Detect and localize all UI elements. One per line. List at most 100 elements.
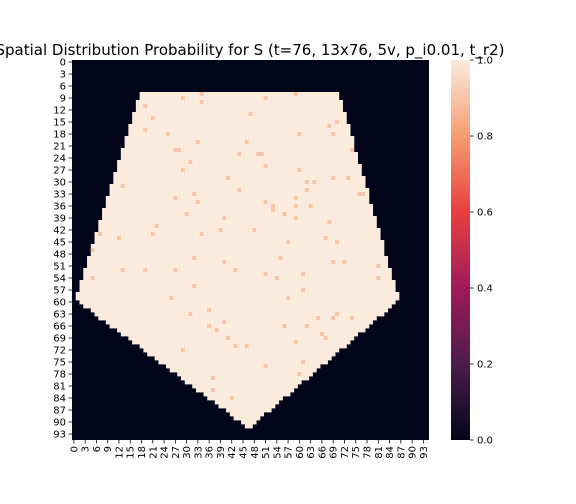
heatmap-cell-speckle bbox=[211, 376, 215, 380]
x-tick-label: 27 bbox=[171, 446, 182, 459]
heatmap-cell-run bbox=[94, 236, 381, 241]
y-tick-label: 87 bbox=[53, 406, 66, 417]
heatmap-cell-run bbox=[135, 104, 343, 109]
heatmap-cell-run bbox=[132, 120, 347, 125]
y-tick-label: 39 bbox=[53, 214, 66, 225]
heatmap-cell-speckle bbox=[335, 120, 339, 124]
y-tick-label: 72 bbox=[53, 346, 66, 357]
heatmap-cell-run bbox=[139, 96, 340, 101]
heatmap-cell-run bbox=[169, 368, 317, 373]
heatmap-cell-speckle bbox=[196, 140, 200, 144]
y-tick-label: 36 bbox=[53, 202, 66, 213]
heatmap-cell-speckle bbox=[304, 324, 309, 328]
heatmap-cell-run bbox=[117, 168, 362, 173]
heatmap-cells bbox=[72, 60, 429, 440]
x-tick-label: 36 bbox=[205, 446, 216, 459]
heatmap-cell-run bbox=[135, 108, 343, 113]
heatmap-cell-run bbox=[98, 224, 377, 229]
heatmap-cell-speckle bbox=[154, 224, 159, 228]
heatmap-cell-speckle bbox=[120, 268, 125, 272]
heatmap-cell-run bbox=[94, 232, 381, 237]
x-tick-label: 9 bbox=[103, 446, 114, 452]
heatmap-cell-run bbox=[184, 380, 302, 385]
y-tick-label: 84 bbox=[53, 394, 66, 405]
y-tick-label: 90 bbox=[53, 418, 66, 429]
x-tick-label: 18 bbox=[137, 446, 148, 459]
heatmap-cell-speckle bbox=[327, 124, 332, 128]
x-tick-label: 0 bbox=[69, 446, 80, 452]
heatmap-cell-speckle bbox=[323, 236, 328, 240]
heatmap-cell-speckle bbox=[361, 192, 366, 196]
heatmap-cell-run bbox=[180, 376, 310, 381]
heatmap-cell-speckle bbox=[293, 92, 298, 96]
y-tick-label: 18 bbox=[53, 130, 66, 141]
heatmap-cell-speckle bbox=[335, 240, 339, 244]
heatmap-cell-speckle bbox=[199, 232, 204, 236]
chart-title: Spatial Distribution Probability for S (… bbox=[0, 41, 504, 60]
heatmap-cell-run bbox=[124, 136, 355, 141]
x-tick-label: 93 bbox=[419, 446, 430, 459]
x-tick-label: 87 bbox=[396, 446, 407, 459]
x-tick-label: 33 bbox=[193, 446, 204, 459]
heatmap-cell-speckle bbox=[237, 152, 242, 156]
heatmap-cell-speckle bbox=[192, 256, 197, 260]
x-tick-label: 69 bbox=[329, 446, 340, 459]
colorbar-tick-label: 0.8 bbox=[477, 132, 493, 143]
heatmap-cell-speckle bbox=[274, 276, 279, 280]
y-tick-label: 69 bbox=[53, 334, 66, 345]
y-tick-label: 0 bbox=[60, 58, 66, 69]
heatmap-cell-run bbox=[83, 268, 392, 273]
heatmap-cell-speckle bbox=[196, 200, 200, 204]
heatmap-cell-speckle bbox=[173, 196, 178, 200]
heatmap-cell-run bbox=[79, 280, 396, 285]
heatmap-cell-run bbox=[105, 200, 370, 205]
x-tick-label: 15 bbox=[126, 446, 137, 459]
heatmap-cell-run bbox=[75, 296, 400, 301]
heatmap-cell-run bbox=[94, 312, 385, 317]
colorbar-axis: 0.0 0.2 0.4 0.6 0.8 1.0 bbox=[470, 56, 493, 447]
heatmap-cell-run bbox=[90, 248, 385, 253]
heatmap-cell-run bbox=[98, 316, 377, 321]
y-tick-label: 51 bbox=[53, 262, 66, 273]
y-tick-label: 9 bbox=[60, 94, 66, 105]
x-tick-label: 72 bbox=[340, 446, 351, 459]
heatmap-cell-speckle bbox=[350, 316, 354, 320]
heatmap-cell-run bbox=[139, 92, 340, 97]
heatmap-cell-run bbox=[87, 256, 389, 261]
heatmap-cell-speckle bbox=[188, 312, 193, 316]
heatmap-cell-speckle bbox=[376, 264, 381, 268]
y-tick-label: 60 bbox=[53, 298, 66, 309]
heatmap-cell-speckle bbox=[143, 128, 148, 132]
heatmap-cell-speckle bbox=[286, 296, 290, 300]
heatmap-cell-speckle bbox=[346, 176, 351, 180]
heatmap-cell-run bbox=[79, 288, 396, 293]
heatmap-cell-run bbox=[79, 284, 396, 289]
x-tick-label: 60 bbox=[295, 446, 306, 459]
heatmap-cell-speckle bbox=[331, 316, 336, 320]
heatmap-cell-speckle bbox=[297, 168, 302, 172]
heatmap-cell-run bbox=[105, 320, 374, 325]
heatmap-cell-run bbox=[158, 360, 328, 365]
heatmap-cell-run bbox=[113, 172, 362, 177]
heatmap-cell-speckle bbox=[297, 132, 302, 136]
colorbar-tick-label: 0.2 bbox=[477, 360, 493, 371]
x-tick-label: 48 bbox=[250, 446, 261, 459]
heatmap-cell-speckle bbox=[304, 188, 309, 192]
y-tick-label: 21 bbox=[53, 142, 66, 153]
heatmap-cell-run bbox=[109, 184, 366, 189]
heatmap-cell-speckle bbox=[293, 216, 298, 220]
x-tick-label: 78 bbox=[362, 446, 373, 459]
y-tick-label: 42 bbox=[53, 226, 66, 237]
heatmap-cell-speckle bbox=[188, 160, 193, 164]
heatmap-cell-speckle bbox=[271, 208, 275, 212]
heatmap-cell-speckle bbox=[263, 272, 268, 276]
heatmap-cell-run bbox=[113, 176, 366, 181]
heatmap-cell-run bbox=[83, 272, 392, 277]
heatmap-cell-run bbox=[120, 156, 358, 161]
heatmap-cell-speckle bbox=[297, 372, 302, 376]
heatmap-cell-run bbox=[98, 228, 381, 233]
y-tick-label: 15 bbox=[53, 118, 66, 129]
x-tick-label: 24 bbox=[160, 446, 171, 459]
heatmap-cell-run bbox=[177, 372, 313, 377]
